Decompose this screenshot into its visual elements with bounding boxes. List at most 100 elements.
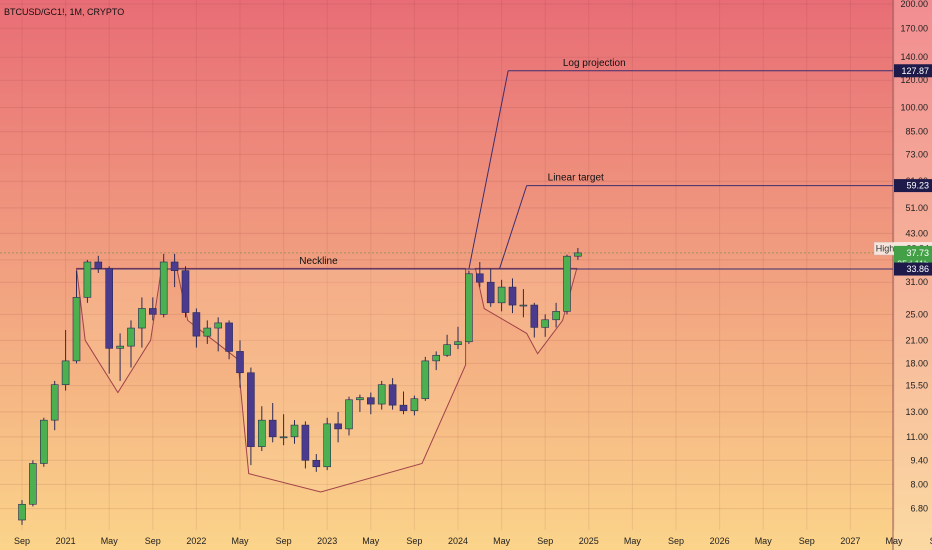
log-projection-tag-bg xyxy=(894,64,932,78)
time-tick-label: May xyxy=(101,536,119,546)
candle-up xyxy=(39,419,48,464)
time-tick-label: Sep xyxy=(930,536,932,546)
candle-up xyxy=(574,252,582,257)
time-tick-label: 2026 xyxy=(710,536,730,546)
time-tick-label: May xyxy=(885,536,903,546)
price-tick-label: 31.00 xyxy=(905,277,928,287)
target-levels: Neckline Linear target Log projection xyxy=(0,58,893,270)
candle-up xyxy=(18,503,26,521)
left-shoulder-outline xyxy=(75,267,163,394)
last-price-value: 37.73 xyxy=(906,248,929,258)
candle-down xyxy=(225,322,233,352)
candle-down xyxy=(247,372,255,447)
candle-down xyxy=(268,419,277,438)
candle-up xyxy=(214,322,222,329)
candle-up xyxy=(519,304,528,307)
log-projection-leg xyxy=(468,70,509,270)
candle-up xyxy=(72,297,81,362)
price-tick-label: 13.00 xyxy=(905,407,928,417)
time-tick-label: 2025 xyxy=(579,536,599,546)
linear-target-label: Linear target xyxy=(548,173,604,184)
candle-down xyxy=(192,312,201,337)
candle-down xyxy=(475,273,484,283)
candle-up xyxy=(323,423,332,468)
candle-down xyxy=(312,459,321,468)
candle-up xyxy=(83,261,92,298)
candle-down xyxy=(388,384,397,406)
candle-up xyxy=(541,319,550,328)
time-tick-label: May xyxy=(493,536,511,546)
time-tick-label: May xyxy=(755,536,773,546)
time-tick-label: Sep xyxy=(668,536,684,546)
candle-down xyxy=(105,268,113,349)
price-tick-label: 120.00 xyxy=(900,75,928,85)
price-tick-label: 100.00 xyxy=(900,102,928,112)
time-tick-label: Sep xyxy=(276,536,292,546)
linear-target-tag: 59.23 xyxy=(906,181,929,191)
grid-lines xyxy=(0,0,895,530)
time-axis-ticks: Sep 2021 May Sep 2022 May Sep 2023 May Sep 2024 May… xyxy=(14,536,932,546)
neckline-tag: 33.86 xyxy=(906,264,929,274)
candle-up xyxy=(50,384,59,421)
candle-down xyxy=(301,424,310,461)
time-tick-label: May xyxy=(624,536,642,546)
candle-down xyxy=(236,351,244,374)
price-tick-label: 170.00 xyxy=(900,23,928,33)
candle-up xyxy=(159,261,168,315)
time-tick-label: Sep xyxy=(145,536,161,546)
neckline-tag-bg xyxy=(894,262,932,276)
candle-down xyxy=(486,281,495,304)
time-tick-label: May xyxy=(362,536,380,546)
price-tick-label: 8.00 xyxy=(910,479,928,489)
candle-down xyxy=(149,308,157,315)
candle-up xyxy=(377,384,386,405)
candle-up xyxy=(563,255,571,312)
candle-up xyxy=(552,311,560,321)
candle-up xyxy=(432,354,441,362)
candle-up xyxy=(290,424,299,438)
candle-up xyxy=(127,327,135,347)
neckline-label: Neckline xyxy=(299,256,338,267)
candle-up xyxy=(454,341,462,345)
linear-target-leg xyxy=(498,185,528,270)
candle-up xyxy=(410,398,419,412)
price-tick-label: 43.00 xyxy=(905,228,928,238)
time-tick-label: Sep xyxy=(14,536,30,546)
linear-target-tag-bg xyxy=(894,179,932,193)
price-tick-label: 73.00 xyxy=(905,149,928,159)
candle-down xyxy=(508,286,517,306)
plot-background xyxy=(0,0,893,550)
time-tick-label: Sep xyxy=(799,536,815,546)
candlesticks xyxy=(18,247,582,525)
price-tick-label: 200.00 xyxy=(900,0,928,9)
time-tick-label: 2027 xyxy=(840,536,860,546)
candle-down xyxy=(399,404,408,412)
candle-down xyxy=(181,270,190,313)
time-tick-label: 2021 xyxy=(56,536,76,546)
candle-down xyxy=(94,261,103,269)
candle-up xyxy=(443,344,451,356)
candle-up xyxy=(203,327,212,337)
time-tick-label: Sep xyxy=(406,536,422,546)
candle-down xyxy=(530,304,539,328)
candle-up xyxy=(29,463,37,505)
price-tick-label: 9.40 xyxy=(910,455,928,465)
candle-up xyxy=(356,397,364,401)
price-tick-label: 18.00 xyxy=(905,358,928,368)
candle-up xyxy=(138,308,146,329)
candle-up xyxy=(257,419,266,447)
chart-title: BTCUSD/GC1!, 1M, CRYPTO xyxy=(4,7,124,17)
price-tick-label: 21.00 xyxy=(905,335,928,345)
price-tick-label: 15.50 xyxy=(905,381,928,391)
candle-up xyxy=(61,360,70,385)
time-tick-label: 2024 xyxy=(448,536,468,546)
candle-down xyxy=(170,261,179,271)
price-tick-label: 25.00 xyxy=(905,309,928,319)
candle-down xyxy=(334,423,342,430)
candle-up xyxy=(465,273,473,343)
candle-up xyxy=(116,345,124,349)
candle-up xyxy=(279,436,288,439)
